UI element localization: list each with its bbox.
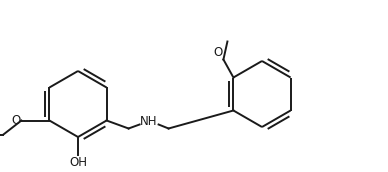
Text: OH: OH: [69, 155, 87, 169]
Text: O: O: [214, 46, 223, 59]
Text: NH: NH: [140, 115, 157, 128]
Text: O: O: [12, 114, 21, 127]
